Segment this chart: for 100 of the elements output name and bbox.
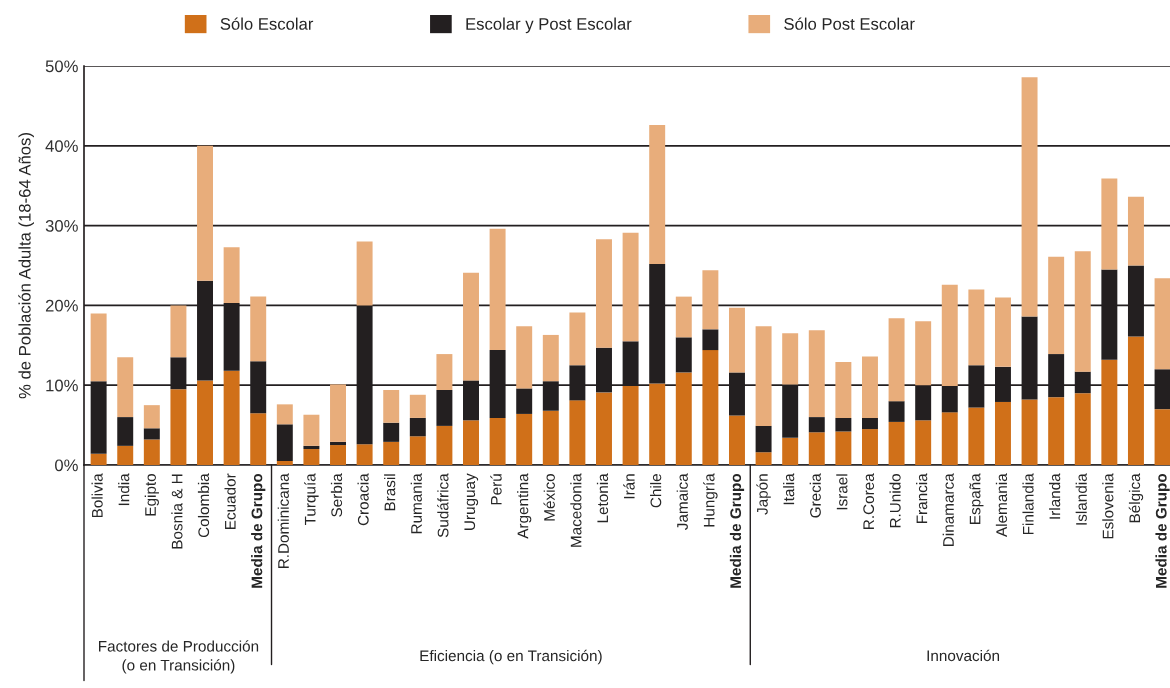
bar bbox=[303, 445, 320, 450]
bar bbox=[303, 449, 320, 465]
bar bbox=[516, 326, 533, 389]
x-tick-label: Letonia bbox=[596, 473, 609, 523]
bar bbox=[808, 330, 825, 418]
bar bbox=[861, 356, 878, 418]
y-tick-label: 40% bbox=[45, 140, 78, 152]
x-tick-label: Italia bbox=[783, 473, 795, 505]
x-tick-label: Croacia bbox=[357, 473, 369, 526]
bar bbox=[675, 372, 692, 465]
x-tick-label: Media de Grupo bbox=[1155, 473, 1170, 588]
x-tick-label: Media de Grupo bbox=[251, 473, 266, 588]
bar bbox=[1074, 251, 1091, 372]
bar bbox=[383, 422, 400, 442]
bar bbox=[861, 429, 878, 465]
x-tick-label: Hungría bbox=[703, 473, 718, 527]
bar bbox=[303, 414, 320, 446]
x-tick-label: Argentina bbox=[517, 473, 532, 539]
bar bbox=[1021, 77, 1038, 317]
x-tick-label: Uruguay bbox=[464, 473, 479, 530]
legend-label: Sólo Post Escolar bbox=[784, 17, 915, 30]
bar bbox=[941, 412, 958, 465]
bar bbox=[861, 417, 878, 430]
bar bbox=[117, 417, 134, 446]
bar bbox=[516, 388, 533, 414]
bar bbox=[675, 296, 692, 338]
x-tick-label: España bbox=[969, 473, 984, 524]
bar bbox=[90, 313, 107, 382]
x-tick-label: Macedonia bbox=[570, 473, 582, 547]
bar bbox=[223, 370, 240, 465]
bar bbox=[489, 228, 506, 351]
x-tick-label: Dinamarca bbox=[942, 473, 954, 546]
bar bbox=[542, 334, 559, 382]
x-tick-label: Brasil bbox=[384, 474, 396, 511]
bar bbox=[542, 410, 559, 465]
bar bbox=[170, 389, 187, 465]
bar bbox=[250, 296, 267, 362]
bar bbox=[1101, 178, 1118, 270]
x-tick-label: R.Unido bbox=[889, 473, 901, 528]
bar bbox=[888, 401, 905, 422]
bar bbox=[968, 407, 985, 465]
bar bbox=[702, 270, 719, 330]
bar bbox=[941, 386, 958, 413]
bar bbox=[569, 312, 586, 366]
x-tick-label: Francia bbox=[916, 473, 928, 524]
bar bbox=[1074, 393, 1091, 465]
bar bbox=[702, 329, 719, 351]
x-tick-label: Finlandia bbox=[1022, 473, 1034, 535]
bar bbox=[941, 284, 958, 386]
bar bbox=[276, 404, 293, 425]
bar bbox=[596, 239, 612, 348]
bar bbox=[649, 383, 666, 465]
bar bbox=[835, 431, 852, 465]
bar bbox=[755, 452, 772, 465]
bar bbox=[888, 421, 905, 465]
x-tick-label: Islandia bbox=[1075, 473, 1087, 525]
bar bbox=[143, 439, 160, 465]
bar bbox=[436, 354, 453, 390]
bar bbox=[223, 247, 240, 304]
x-tick-label: Egipto bbox=[144, 473, 159, 516]
legend-label: Sólo Escolar bbox=[220, 17, 314, 30]
bar bbox=[143, 405, 160, 429]
bar bbox=[330, 441, 346, 446]
x-tick-label: Chile bbox=[650, 474, 662, 508]
bar bbox=[782, 437, 799, 465]
bar bbox=[702, 350, 719, 465]
bar bbox=[994, 297, 1011, 367]
x-tick-label: Ecuador bbox=[224, 473, 236, 529]
x-tick-label: Alemania bbox=[995, 473, 1008, 537]
bar bbox=[622, 232, 639, 342]
bar bbox=[330, 384, 346, 442]
bar bbox=[994, 401, 1011, 465]
bar bbox=[250, 413, 267, 465]
text: Innovación bbox=[927, 649, 1000, 662]
bar bbox=[888, 318, 905, 402]
x-tick-label: R.Corea bbox=[863, 473, 875, 529]
y-tick-label: 20% bbox=[45, 299, 78, 312]
y-tick-label: 0% bbox=[55, 459, 78, 472]
bar bbox=[1021, 399, 1038, 465]
bar bbox=[409, 436, 426, 465]
bar bbox=[1127, 336, 1144, 465]
bar bbox=[755, 326, 772, 426]
bar bbox=[330, 445, 346, 465]
bar bbox=[489, 417, 506, 465]
bar bbox=[409, 417, 426, 437]
x-tick-label: Bolivia bbox=[91, 473, 103, 518]
bar bbox=[356, 444, 373, 465]
x-tick-label: Japón bbox=[756, 474, 771, 515]
bar bbox=[463, 272, 479, 381]
bar bbox=[649, 125, 666, 264]
bar bbox=[755, 425, 772, 453]
bar bbox=[90, 453, 107, 465]
bar bbox=[1127, 196, 1144, 266]
bar bbox=[117, 357, 134, 418]
bar bbox=[516, 413, 533, 465]
bar bbox=[1048, 397, 1065, 465]
x-tick-label: Colombia bbox=[197, 473, 210, 538]
text: Eficiencia (o en Transición) bbox=[420, 649, 602, 665]
bar bbox=[276, 424, 293, 462]
bar bbox=[808, 417, 825, 433]
